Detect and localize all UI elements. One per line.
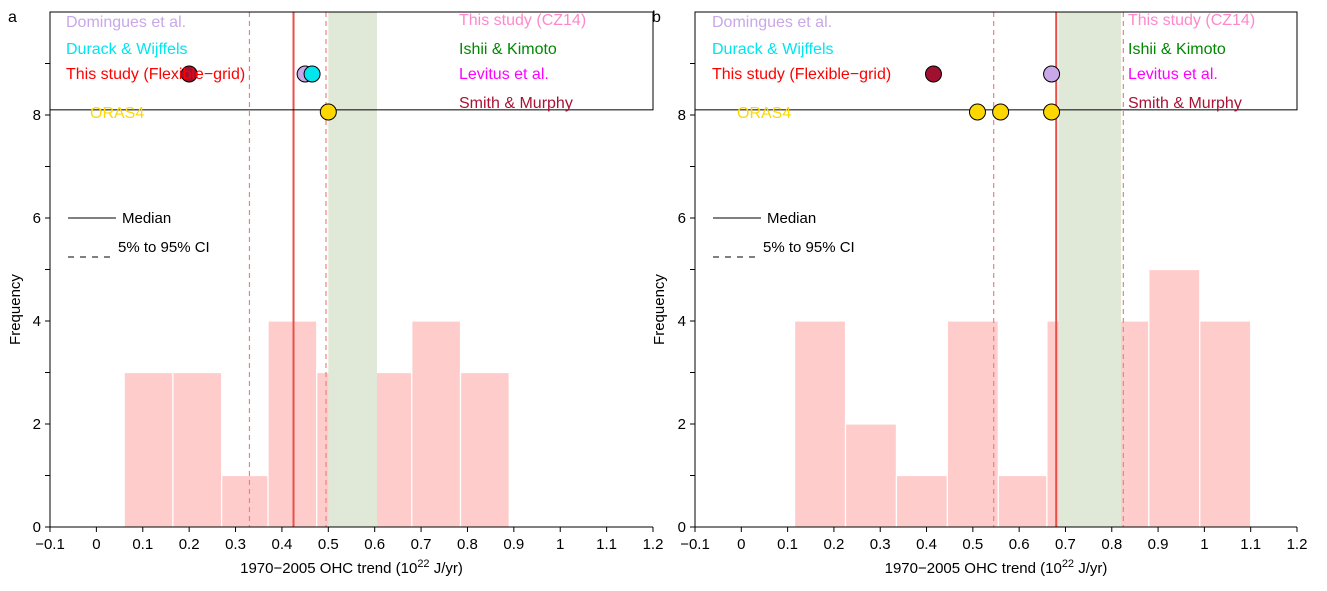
histogram-bar bbox=[793, 320, 847, 528]
histogram-bar bbox=[411, 320, 462, 528]
dataset-label: Smith & Murphy bbox=[1128, 95, 1242, 112]
x-tick-label: 1 bbox=[1200, 536, 1208, 553]
dataset-label: Ishii & Kimoto bbox=[1128, 41, 1226, 58]
histogram-bar bbox=[267, 320, 318, 528]
dataset-marker bbox=[924, 65, 942, 83]
x-tick-label: 0.2 bbox=[823, 536, 844, 553]
x-tick-label: 0.2 bbox=[179, 536, 200, 553]
y-tick-label: 2 bbox=[33, 416, 41, 433]
y-tick-label: 0 bbox=[678, 519, 686, 536]
x-tick-label: −0.1 bbox=[680, 536, 710, 553]
dataset-label: Smith & Murphy bbox=[459, 95, 573, 112]
dataset-label: Levitus et al. bbox=[459, 66, 549, 83]
x-tick-label: 0.9 bbox=[503, 536, 524, 553]
x-tick-label: 1.1 bbox=[1240, 536, 1261, 553]
x-tick-label: 0.3 bbox=[870, 536, 891, 553]
dataset-label: This study (Flexible−grid) bbox=[66, 66, 245, 83]
dataset-marker bbox=[1043, 65, 1061, 83]
y-tick-label: 8 bbox=[33, 107, 41, 124]
dataset-marker bbox=[180, 65, 198, 83]
x-tick-label: 0.1 bbox=[132, 536, 153, 553]
dataset-marker bbox=[319, 103, 337, 121]
legend-ci-label: 5% to 95% CI bbox=[118, 239, 210, 256]
legend-ci-label: 5% to 95% CI bbox=[763, 239, 855, 256]
x-axis-label-suffix: J/yr) bbox=[430, 560, 463, 577]
y-tick-label: 2 bbox=[678, 416, 686, 433]
x-tick-label: 1.2 bbox=[1287, 536, 1308, 553]
x-tick-label: 0.7 bbox=[411, 536, 432, 553]
x-tick-label: 1.2 bbox=[643, 536, 664, 553]
dataset-label: Durack & Wijffels bbox=[66, 41, 188, 58]
legend-median-label: Median bbox=[767, 210, 816, 227]
x-tick-label: −0.1 bbox=[35, 536, 65, 553]
dataset-marker bbox=[968, 103, 986, 121]
histogram-bar bbox=[997, 474, 1048, 528]
panel-b: Domingues et al. Durack & Wijffels This st… bbox=[651, 9, 1307, 577]
legend-median-label: Median bbox=[122, 210, 171, 227]
x-tick-label: 0 bbox=[737, 536, 745, 553]
x-axis-label-suffix: J/yr) bbox=[1074, 560, 1107, 577]
x-tick-label: 0.4 bbox=[271, 536, 292, 553]
y-tick-label: 6 bbox=[33, 210, 41, 227]
histogram-bar bbox=[844, 423, 898, 528]
x-tick-label: 0.9 bbox=[1148, 536, 1169, 553]
x-tick-label: 0.3 bbox=[225, 536, 246, 553]
dataset-label: ORAS4 bbox=[737, 105, 791, 122]
histogram-bar bbox=[172, 371, 223, 528]
histogram-bar bbox=[946, 320, 999, 528]
shaded-band bbox=[328, 12, 378, 527]
dataset-label: Durack & Wijffels bbox=[712, 41, 834, 58]
x-axis-label: 1970−2005 OHC trend (1022 J/yr) bbox=[240, 558, 463, 577]
histogram-bar bbox=[221, 474, 269, 528]
histogram-bar bbox=[123, 371, 174, 528]
y-tick-label: 4 bbox=[33, 313, 41, 330]
panel-label: b bbox=[652, 9, 661, 26]
y-tick-label: 6 bbox=[678, 210, 686, 227]
x-tick-label: 0.5 bbox=[318, 536, 339, 553]
y-axis-label: Frequency bbox=[7, 274, 24, 345]
x-axis-label-prefix: 1970−2005 OHC trend (10 bbox=[885, 560, 1062, 577]
dataset-label: ORAS4 bbox=[90, 105, 144, 122]
panel-label: a bbox=[8, 9, 17, 26]
panel-a: Domingues et al. Durack & Wijffels This st… bbox=[7, 9, 663, 577]
dataset-marker bbox=[1043, 103, 1061, 121]
histogram-bar bbox=[459, 371, 510, 528]
dataset-label: This study (Flexible−grid) bbox=[712, 66, 891, 83]
x-tick-label: 0.1 bbox=[777, 536, 798, 553]
x-tick-label: 0 bbox=[92, 536, 100, 553]
y-tick-label: 8 bbox=[678, 107, 686, 124]
dataset-label: Domingues et al. bbox=[712, 14, 832, 31]
dataset-label: Domingues et al. bbox=[66, 14, 186, 31]
dataset-label: Ishii & Kimoto bbox=[459, 41, 557, 58]
x-tick-label: 0.8 bbox=[1101, 536, 1122, 553]
y-tick-label: 0 bbox=[33, 519, 41, 536]
shaded-band bbox=[1058, 12, 1122, 527]
y-axis-label: Frequency bbox=[651, 274, 668, 345]
histogram-bar bbox=[1199, 320, 1252, 528]
x-tick-label: 0.5 bbox=[962, 536, 983, 553]
dataset-label: This study (CZ14) bbox=[459, 12, 586, 29]
dataset-marker bbox=[992, 103, 1010, 121]
x-axis-label: 1970−2005 OHC trend (1022 J/yr) bbox=[885, 558, 1108, 577]
x-axis-label-prefix: 1970−2005 OHC trend (10 bbox=[240, 560, 417, 577]
dataset-label: This study (CZ14) bbox=[1128, 12, 1255, 29]
histogram-bar bbox=[895, 474, 948, 528]
x-tick-label: 0.8 bbox=[457, 536, 478, 553]
y-tick-label: 4 bbox=[678, 313, 686, 330]
x-tick-label: 1 bbox=[556, 536, 564, 553]
x-axis-label-superscript: 22 bbox=[417, 558, 429, 570]
x-tick-label: 0.6 bbox=[1009, 536, 1030, 553]
dataset-marker bbox=[303, 65, 321, 83]
dataset-label: Levitus et al. bbox=[1128, 66, 1218, 83]
x-tick-label: 0.4 bbox=[916, 536, 937, 553]
x-tick-label: 0.7 bbox=[1055, 536, 1076, 553]
histogram-bar bbox=[1148, 268, 1201, 528]
x-tick-label: 1.1 bbox=[596, 536, 617, 553]
x-tick-label: 0.6 bbox=[364, 536, 385, 553]
x-axis-label-superscript: 22 bbox=[1062, 558, 1074, 570]
